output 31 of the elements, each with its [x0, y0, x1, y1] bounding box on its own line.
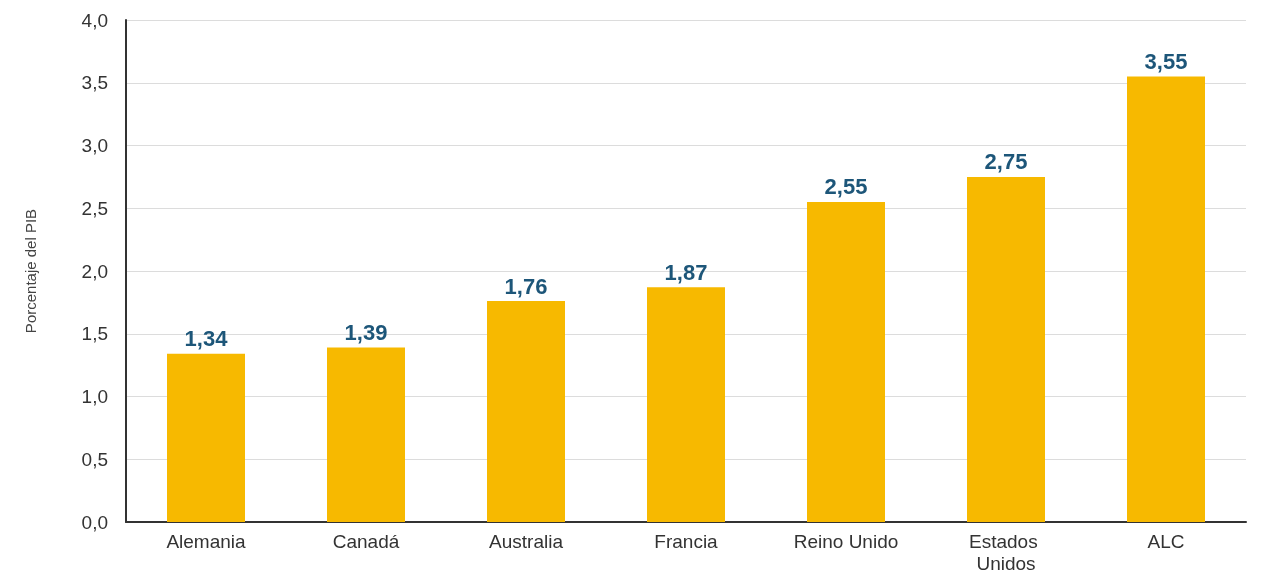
y-tick-label: 1,0	[81, 386, 108, 407]
data-label: 2,55	[824, 174, 868, 200]
y-tick-label: 2,5	[81, 197, 108, 219]
y-tick-label: 4,0	[81, 9, 108, 31]
data-label: 1,39	[344, 320, 388, 346]
bar	[807, 201, 885, 522]
y-tick-label: 3,0	[81, 135, 108, 156]
data-label: 1,87	[664, 259, 708, 285]
y-axis-title: Porcentaje del PIB	[22, 208, 39, 334]
x-tick-label: Estados Unidos	[969, 530, 1043, 574]
y-tick-label: 1,5	[81, 323, 108, 345]
x-tick-label: Alemania	[166, 530, 247, 552]
bar	[647, 287, 725, 522]
bar	[487, 301, 565, 522]
x-tick-label: Canadá	[332, 530, 400, 552]
y-tick-label: 0,0	[81, 511, 108, 533]
y-tick-label: 0,5	[81, 448, 108, 470]
data-label: 1,34	[184, 326, 229, 352]
x-tick-label: Reino Unido	[793, 530, 899, 552]
bar	[167, 353, 245, 522]
bar	[327, 347, 405, 522]
bar	[1127, 76, 1205, 522]
x-tick-label: Francia	[654, 530, 719, 552]
x-tick-label: ALC	[1147, 530, 1185, 552]
data-label: 3,55	[1144, 48, 1188, 74]
y-tick-label: 3,5	[81, 72, 108, 94]
data-label: 2,75	[984, 149, 1028, 175]
bar	[967, 176, 1045, 522]
x-tick-label: Australia	[489, 530, 564, 552]
data-label: 1,76	[504, 273, 548, 299]
y-tick-label: 2,0	[81, 260, 108, 282]
